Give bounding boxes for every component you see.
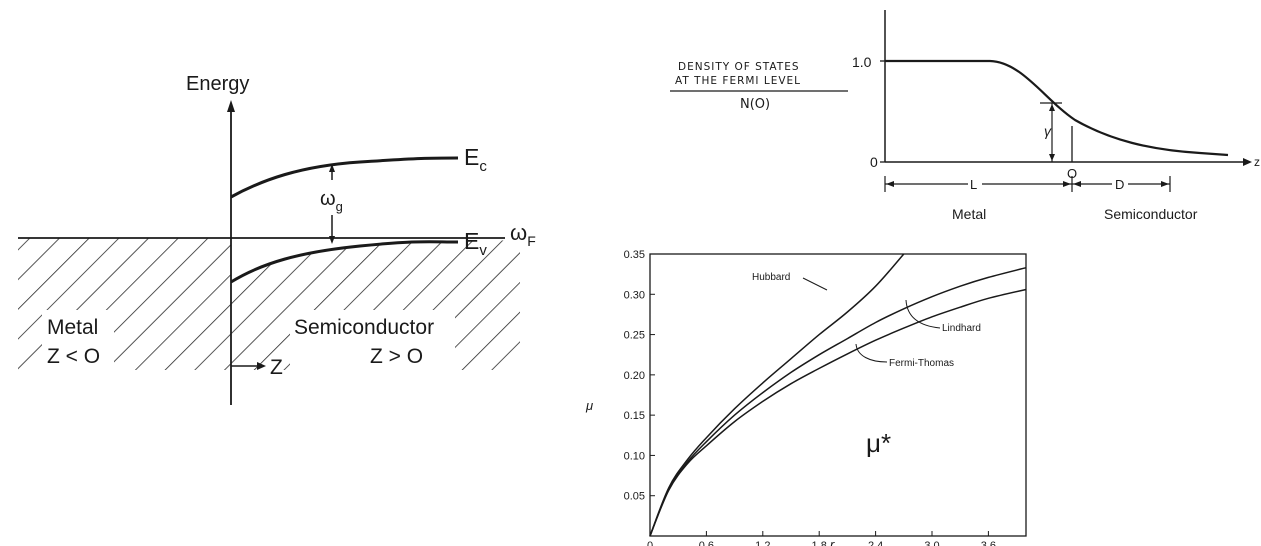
- valence-band-label: Ev: [464, 228, 487, 259]
- x-tick-label: 3.0: [924, 540, 939, 546]
- metal-condition-label: Z < O: [47, 345, 100, 368]
- semiconductor-condition-label: Z > O: [370, 345, 423, 368]
- x-tick-label: 0.6: [699, 540, 714, 546]
- dos-ylabel-line1: DENSITY OF STATES: [678, 61, 800, 73]
- mu-chart: 0 0.6 1.2 1.8 2.4 3.0 3.6 0.05 0.10 0.15 0.20 0.25 0…: [585, 249, 1027, 546]
- legend-label-hubbard: Hubbard: [752, 272, 790, 283]
- x-tick-label: 1.2: [755, 540, 770, 546]
- D-label: D: [1115, 177, 1124, 192]
- conduction-band-label: Ec: [464, 144, 487, 175]
- gamma-label: γ: [1044, 123, 1052, 139]
- density-of-states-diagram: DENSITY OF STATES AT THE FERMI LEVEL N(O…: [670, 10, 1260, 222]
- y-tick-label: 0.15: [624, 410, 645, 422]
- plot-frame: [649, 253, 1027, 537]
- metal-region-label: Metal: [47, 316, 98, 339]
- x-tick-label: 0: [647, 540, 653, 546]
- y-tick-label: 0.10: [624, 450, 645, 462]
- energy-axis-arrowhead: [227, 100, 235, 112]
- y-tick-label: 0.30: [624, 289, 645, 301]
- band-gap-label: ωg: [320, 188, 343, 214]
- gap-arrow-lower-head: [329, 236, 335, 244]
- y-tick-label: 0.25: [624, 330, 645, 342]
- series-line-hubbard: [649, 253, 905, 537]
- gap-arrow-upper-head: [329, 164, 335, 172]
- x-tick-label: 1.8: [812, 540, 827, 546]
- dos-z-label: z: [1254, 155, 1260, 169]
- x-axis-label: rs: [830, 537, 839, 546]
- dos-ylabel-line2: AT THE FERMI LEVEL: [675, 75, 801, 87]
- conduction-band-curve: [230, 156, 459, 199]
- dos-tick-one: 1.0: [852, 54, 872, 70]
- y-tick-label: 0.05: [624, 491, 645, 503]
- legend-label-lindhard: Lindhard: [942, 323, 981, 334]
- y-tick-label: 0.20: [624, 370, 645, 382]
- dos-ylabel-denominator: N(O): [740, 97, 770, 112]
- y-axis-label: μ: [585, 398, 593, 413]
- chart-lines: [649, 253, 1027, 537]
- dos-origin-label: O: [1067, 166, 1077, 181]
- chart-ticks: 0 0.6 1.2 1.8 2.4 3.0 3.6 0.05 0.10 0.15 0.20 0.25 0…: [624, 249, 996, 546]
- x-tick-label: 2.4: [868, 540, 883, 546]
- series-line-fermi-thomas: [649, 288, 1027, 537]
- z-direction-arrowhead: [257, 362, 266, 370]
- dos-x-arrowhead: [1243, 158, 1252, 166]
- band-bending-diagram: Energy Ec Ev ωF ωg Metal Z < O Semicondu…: [18, 73, 536, 405]
- fermi-level-label: ωF: [510, 220, 536, 249]
- mu-star-annotation: μ*: [866, 428, 891, 458]
- series-line-lindhard: [649, 266, 1027, 537]
- dos-curve: [885, 59, 1229, 157]
- y-tick-label: 0.35: [624, 249, 645, 261]
- dos-tick-zero: 0: [870, 154, 878, 170]
- z-axis-label: Z: [270, 356, 283, 379]
- semiconductor-region-label: Semiconductor: [294, 316, 434, 339]
- dos-semiconductor-label: Semiconductor: [1104, 206, 1198, 222]
- legend-label-fermi-thomas: Fermi-Thomas: [889, 358, 954, 369]
- L-label: L: [970, 177, 977, 192]
- energy-axis-label: Energy: [186, 73, 249, 95]
- valence-band-curve: [230, 240, 459, 284]
- x-tick-label: 3.6: [981, 540, 996, 546]
- dos-metal-label: Metal: [952, 206, 986, 222]
